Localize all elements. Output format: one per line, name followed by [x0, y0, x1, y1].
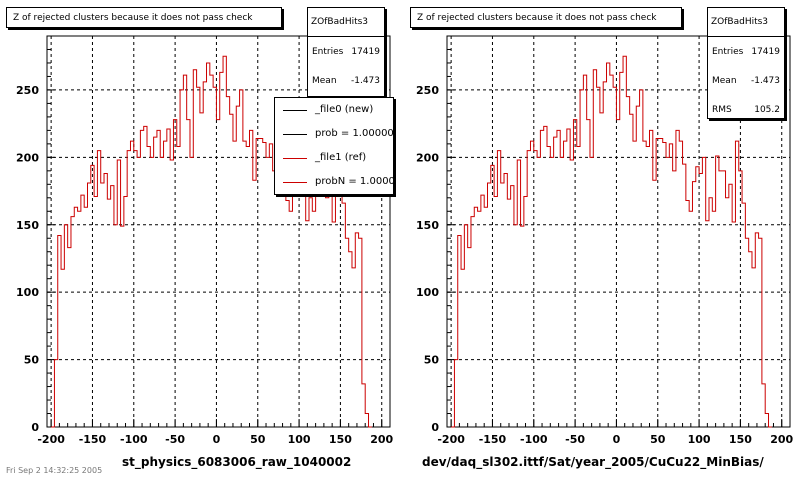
x-tick-label: -150 — [479, 433, 507, 446]
stats-value-rms: 105.2 — [754, 104, 780, 115]
y-tick-label: 150 — [16, 219, 39, 232]
stats-value-mean: -1.473 — [350, 75, 380, 86]
x-tick-label: -50 — [565, 433, 585, 446]
x-tick-label: -150 — [79, 433, 107, 446]
legend-label: _file1 (ref) — [315, 152, 367, 163]
y-tick-label: 100 — [16, 286, 39, 299]
legend-line-swatch — [283, 134, 307, 135]
x-tick-label: 0 — [213, 433, 221, 446]
x-tick-label: -100 — [520, 433, 548, 446]
legend-item: probN = 1.000000 — [275, 170, 393, 194]
x-tick-label: -200 — [37, 433, 65, 446]
stats-value-mean: -1.473 — [750, 75, 780, 86]
legend-box: _file0 (new) prob = 1.000000 _file1 (ref… — [274, 97, 394, 195]
stats-row-entries: Entries 17419 — [708, 37, 784, 66]
x-tick-label: 50 — [250, 433, 266, 446]
x-tick-label: 200 — [770, 433, 793, 446]
x-tick-label: 50 — [650, 433, 666, 446]
histogram-pad-left: -200 -150 -100 -50 0 50 100 150 200 0 50 100 150 200 2… — [6, 7, 394, 469]
stats-row-rms: RMS 105.2 — [708, 95, 784, 124]
x-axis-caption-left: st_physics_6083006_raw_1040002 — [122, 455, 352, 469]
y-tick-label: 150 — [416, 219, 439, 232]
x-tick-label: 200 — [370, 433, 393, 446]
legend-line-swatch — [283, 158, 307, 159]
x-axis-caption-right: dev/daq_sl302.ittf/Sat/year_2005/CuCu22_… — [422, 455, 764, 469]
x-tick-label: 100 — [288, 433, 311, 446]
legend-line-swatch — [283, 182, 307, 183]
stats-row-entries: Entries 17419 — [308, 37, 384, 66]
legend-label: probN = 1.000000 — [315, 176, 394, 187]
stats-label-entries: Entries — [712, 46, 744, 57]
legend-line-swatch — [283, 110, 307, 111]
y-tick-label: 50 — [424, 354, 440, 367]
stats-label-mean: Mean — [312, 75, 337, 86]
stats-label-entries: Entries — [312, 46, 344, 57]
stats-histogram-name: ZOfBadHits3 — [708, 8, 784, 37]
legend-item: _file1 (ref) — [275, 146, 393, 170]
x-tick-label: 0 — [613, 433, 621, 446]
legend-label: _file0 (new) — [315, 104, 374, 115]
x-tick-label: 150 — [329, 433, 352, 446]
stats-histogram-name: ZOfBadHits3 — [308, 8, 384, 37]
x-tick-label: 150 — [729, 433, 752, 446]
stats-box-right: ZOfBadHits3 Entries 17419 Mean -1.473 RM… — [707, 7, 785, 119]
histogram-pad-right: -200 -150 -100 -50 0 50 100 150 200 0 50 100 150 200 2… — [400, 0, 800, 480]
y-tick-label: 200 — [16, 151, 39, 164]
stats-row-mean: Mean -1.473 — [708, 66, 784, 95]
histogram-title-left: Z of rejected clusters because it does n… — [6, 7, 282, 28]
y-tick-label: 250 — [416, 84, 439, 97]
y-tick-label: 0 — [431, 421, 439, 434]
stats-box-left: ZOfBadHits3 Entries 17419 Mean -1.473 — [307, 7, 385, 97]
legend-item: prob = 1.000000 — [275, 122, 393, 146]
stats-label-mean: Mean — [712, 75, 737, 86]
stats-value-entries: 17419 — [351, 46, 380, 57]
y-tick-label: 50 — [24, 354, 40, 367]
x-tick-label: 100 — [688, 433, 711, 446]
stats-value-entries: 17419 — [751, 46, 780, 57]
x-tick-label: -200 — [437, 433, 465, 446]
stats-row-mean: Mean -1.473 — [308, 66, 384, 95]
y-tick-label: 250 — [16, 84, 39, 97]
footer-timestamp: Fri Sep 2 14:32:25 2005 — [6, 466, 103, 475]
x-tick-label: -50 — [165, 433, 185, 446]
y-tick-label: 0 — [31, 421, 39, 434]
y-tick-label: 200 — [416, 151, 439, 164]
stats-label-rms: RMS — [712, 104, 732, 115]
x-tick-label: -100 — [120, 433, 148, 446]
legend-label: prob = 1.000000 — [315, 128, 394, 139]
histogram-series-line — [451, 55, 772, 428]
y-tick-label: 100 — [416, 286, 439, 299]
legend-item: _file0 (new) — [275, 98, 393, 122]
histogram-title-right: Z of rejected clusters because it does n… — [410, 7, 682, 28]
